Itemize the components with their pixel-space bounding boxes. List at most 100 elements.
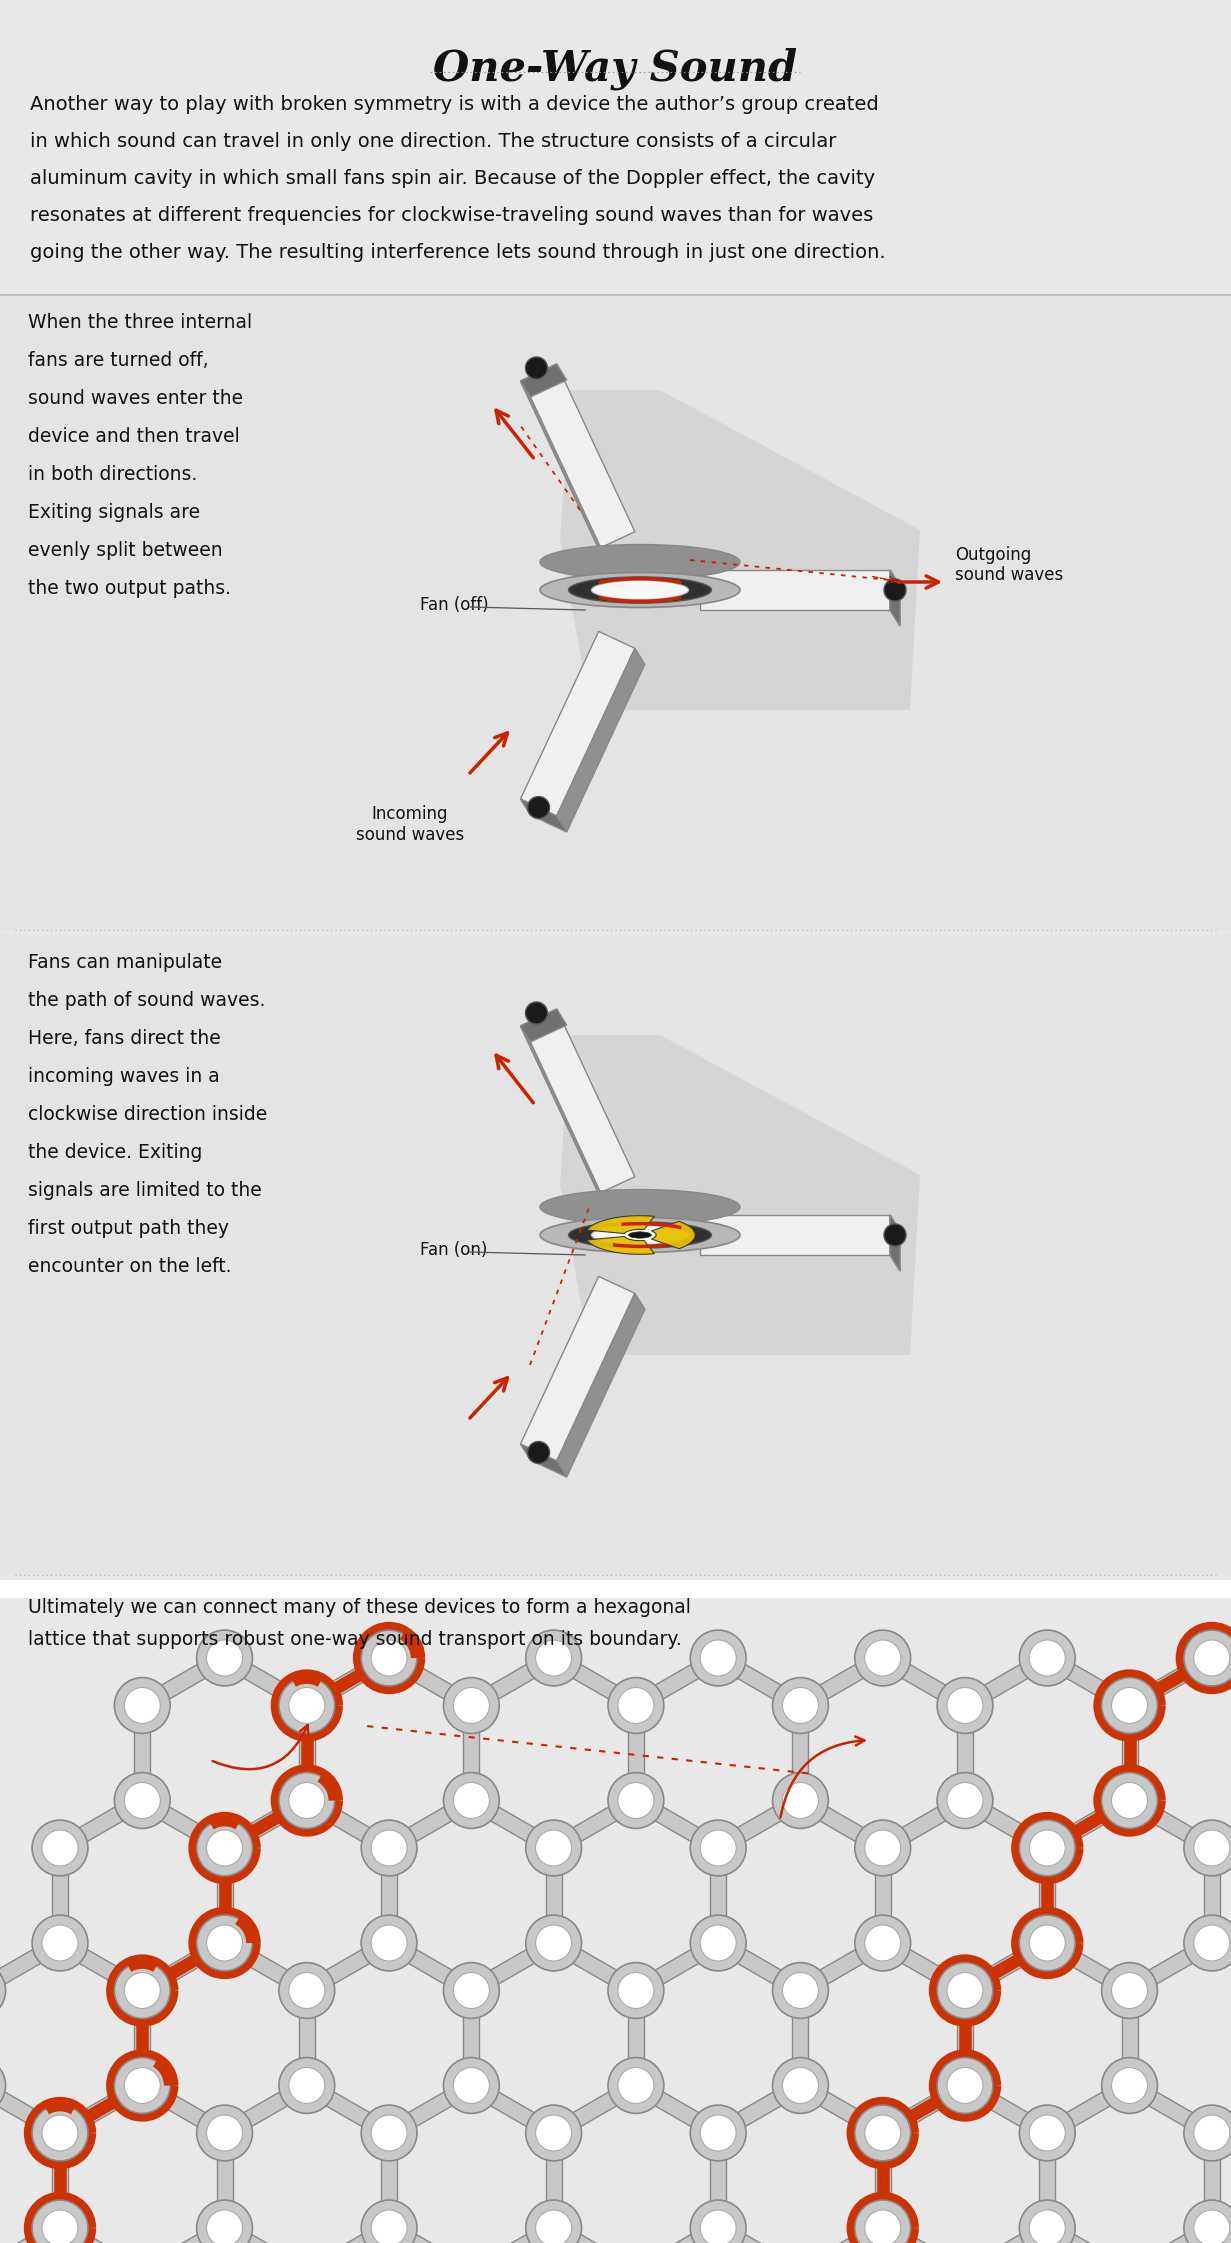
Circle shape <box>1102 1963 1157 2019</box>
Text: One-Way Sound: One-Way Sound <box>433 47 796 90</box>
Polygon shape <box>385 1651 475 1711</box>
Circle shape <box>114 2057 170 2113</box>
Circle shape <box>124 1972 160 2007</box>
Circle shape <box>854 2106 911 2160</box>
Circle shape <box>618 2068 654 2104</box>
Circle shape <box>124 2068 160 2104</box>
Circle shape <box>1112 1783 1147 1819</box>
Circle shape <box>947 2068 984 2104</box>
Circle shape <box>42 2209 78 2243</box>
Ellipse shape <box>884 1225 906 1247</box>
Circle shape <box>1102 1678 1157 1734</box>
Polygon shape <box>521 381 608 565</box>
Circle shape <box>197 1819 252 1875</box>
Circle shape <box>443 1963 500 2019</box>
Circle shape <box>361 1631 417 1687</box>
Ellipse shape <box>569 1222 712 1247</box>
Circle shape <box>1102 1678 1157 1734</box>
Circle shape <box>937 1678 993 1734</box>
Polygon shape <box>1043 2221 1134 2243</box>
Circle shape <box>1194 2209 1230 2243</box>
Polygon shape <box>1125 2221 1216 2243</box>
Circle shape <box>1019 2200 1075 2243</box>
Circle shape <box>207 1830 243 1866</box>
Polygon shape <box>0 2079 64 2140</box>
Polygon shape <box>710 1848 726 1942</box>
Text: Ultimately we can connect many of these devices to form a hexagonal: Ultimately we can connect many of these … <box>28 1597 691 1617</box>
Circle shape <box>947 1972 984 2007</box>
Circle shape <box>371 2209 407 2243</box>
Circle shape <box>854 2200 911 2243</box>
Text: Here, fans direct the: Here, fans direct the <box>28 1030 220 1047</box>
Text: resonates at different frequencies for clockwise-traveling sound waves than for : resonates at different frequencies for c… <box>30 206 873 224</box>
Circle shape <box>864 1924 901 1960</box>
Circle shape <box>1102 1772 1157 1828</box>
Circle shape <box>526 2200 581 2243</box>
Polygon shape <box>1121 1990 1137 2086</box>
Polygon shape <box>468 1651 558 1711</box>
Ellipse shape <box>629 1231 651 1238</box>
Circle shape <box>361 1819 417 1875</box>
Polygon shape <box>549 2079 640 2140</box>
Circle shape <box>207 1830 243 1866</box>
Polygon shape <box>549 2221 640 2243</box>
Polygon shape <box>549 1794 640 1855</box>
Circle shape <box>947 1687 984 1723</box>
Polygon shape <box>1125 1936 1216 1999</box>
Polygon shape <box>385 1794 475 1855</box>
Circle shape <box>371 1924 407 1960</box>
Polygon shape <box>521 363 635 550</box>
Polygon shape <box>714 2079 804 2140</box>
Text: Incoming
sound waves: Incoming sound waves <box>356 805 464 843</box>
Polygon shape <box>138 1936 229 1999</box>
Circle shape <box>937 1963 993 2019</box>
Polygon shape <box>1208 1651 1231 1711</box>
Circle shape <box>114 1678 170 1734</box>
Ellipse shape <box>884 579 906 601</box>
Circle shape <box>864 2115 901 2151</box>
Text: Outgoing
sound waves: Outgoing sound waves <box>955 545 1064 585</box>
Polygon shape <box>545 2133 561 2227</box>
Circle shape <box>618 1687 654 1723</box>
Circle shape <box>371 1640 407 1676</box>
Polygon shape <box>700 570 890 610</box>
Circle shape <box>371 1830 407 1866</box>
Text: aluminum cavity in which small fans spin air. Because of the Doppler effect, the: aluminum cavity in which small fans spin… <box>30 168 875 188</box>
Polygon shape <box>961 2079 1051 2140</box>
Text: first output path they: first output path they <box>28 1218 229 1238</box>
Polygon shape <box>220 2079 310 2140</box>
Polygon shape <box>52 1848 68 1942</box>
Circle shape <box>42 2115 78 2151</box>
Text: Exiting signals are: Exiting signals are <box>28 502 201 523</box>
Polygon shape <box>632 1794 723 1855</box>
Polygon shape <box>220 2221 310 2243</box>
Ellipse shape <box>526 357 548 379</box>
Polygon shape <box>521 1444 566 1476</box>
Circle shape <box>453 2068 490 2104</box>
Circle shape <box>608 1963 664 2019</box>
Circle shape <box>773 2057 828 2113</box>
Text: sound waves enter the: sound waves enter the <box>28 388 244 408</box>
Circle shape <box>289 1687 325 1723</box>
Circle shape <box>1019 1631 1075 1687</box>
Circle shape <box>0 2057 6 2113</box>
Polygon shape <box>710 2133 726 2227</box>
Circle shape <box>42 1924 78 1960</box>
Ellipse shape <box>540 1218 740 1252</box>
Circle shape <box>535 1830 571 1866</box>
Polygon shape <box>1208 1936 1231 1999</box>
Polygon shape <box>549 1651 640 1711</box>
Circle shape <box>1194 1830 1230 1866</box>
Circle shape <box>1019 1819 1075 1875</box>
Circle shape <box>1112 1687 1147 1723</box>
Polygon shape <box>521 630 635 816</box>
Ellipse shape <box>591 581 689 599</box>
Circle shape <box>443 1772 500 1828</box>
Polygon shape <box>632 2079 723 2140</box>
Ellipse shape <box>540 1189 740 1225</box>
Polygon shape <box>382 1848 398 1942</box>
Polygon shape <box>303 2221 393 2243</box>
Circle shape <box>124 2068 160 2104</box>
Circle shape <box>1184 1819 1231 1875</box>
Circle shape <box>42 1830 78 1866</box>
